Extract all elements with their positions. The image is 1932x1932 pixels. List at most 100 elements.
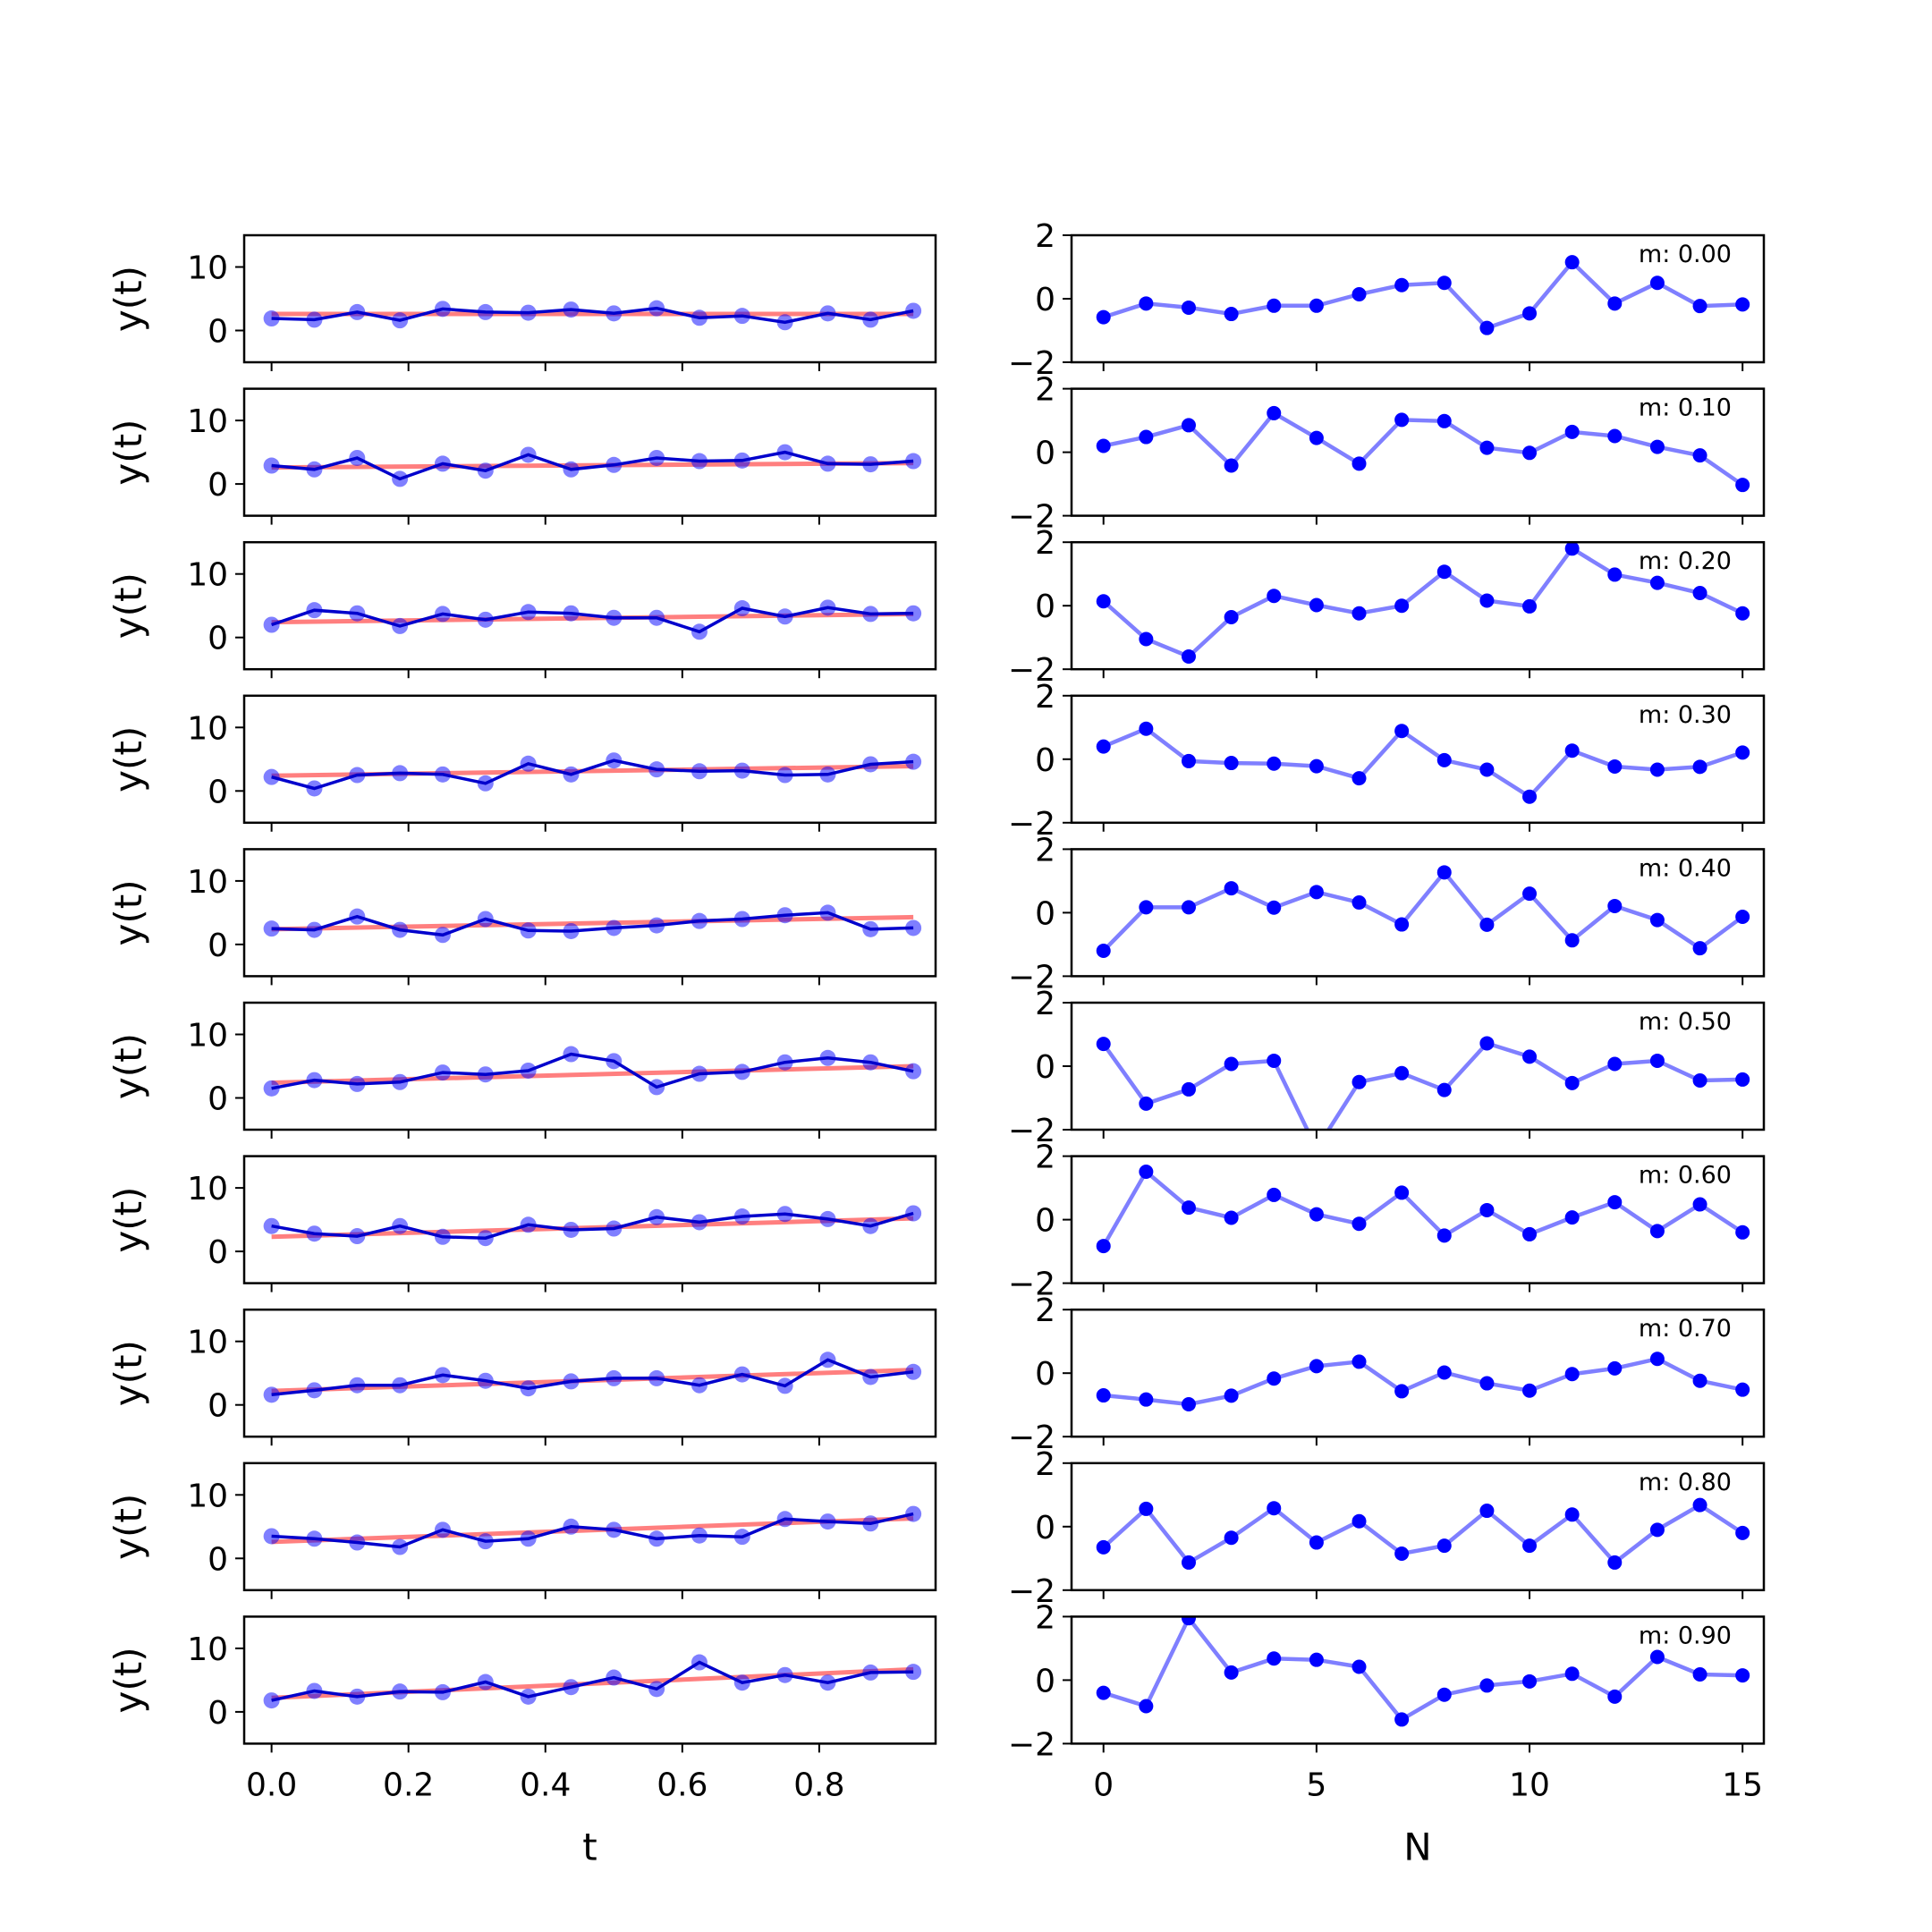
y-tick-label: 10: [187, 403, 228, 440]
m-annotation: m: 0.40: [1639, 854, 1732, 882]
residual-point: [1692, 1072, 1707, 1088]
residual-point: [1564, 424, 1580, 439]
fit-line: [271, 1216, 914, 1240]
axes-frame: [242, 848, 937, 978]
y-tick-label: 2: [1035, 1446, 1055, 1483]
y-tick-label: 0: [208, 1388, 228, 1425]
y-tick-label: 0: [1035, 282, 1055, 318]
data-line: [271, 1660, 914, 1702]
residual-point: [1607, 428, 1623, 444]
y-tick-label: 0: [1035, 1663, 1055, 1699]
axes-frame: [242, 1615, 937, 1745]
residual-point: [1735, 1224, 1750, 1240]
y-tick-label: 10: [187, 557, 228, 594]
residual-point: [1309, 298, 1324, 313]
y-tick-label: −2: [1008, 959, 1055, 996]
m-annotation: m: 0.80: [1639, 1469, 1732, 1496]
data-line: [271, 758, 914, 791]
right-panel-1: −2 0 2 m: 0.00: [1008, 218, 1766, 382]
residual-point: [1649, 1352, 1665, 1367]
residual-point: [1735, 1668, 1750, 1683]
residual-point: [1181, 900, 1196, 915]
axes-frame: [1070, 694, 1766, 825]
residual-point: [1267, 1501, 1282, 1516]
y-tick-label: −2: [1008, 345, 1055, 382]
left-panel-6: 0 10 y(t): [106, 1001, 937, 1139]
y-tick-label: 2: [1035, 986, 1055, 1022]
residual-point: [1522, 1226, 1538, 1241]
y-tick-label: −2: [1008, 1726, 1055, 1763]
residual-point: [1735, 910, 1750, 925]
residual-point: [1649, 912, 1665, 928]
residual-point: [1735, 1072, 1750, 1087]
residual-point: [1181, 1616, 1196, 1626]
y-tick-label: 10: [187, 1171, 228, 1208]
axes-frame: [1070, 233, 1766, 364]
right-panel-6: −2 0 2 m: 0.50: [1008, 986, 1766, 1156]
residual-point: [1267, 405, 1282, 420]
residual-point: [1479, 1678, 1495, 1693]
residual-point: [1607, 758, 1623, 774]
residual-point: [1267, 756, 1282, 771]
plot-area: [263, 300, 922, 331]
right-panel-4: −2 0 2 m: 0.30: [1008, 679, 1766, 843]
axes-frame: [242, 233, 937, 364]
plot-area: [1096, 1164, 1750, 1254]
plot-area: [1096, 865, 1750, 958]
residual-point: [1394, 917, 1410, 932]
y-tick-label: 2: [1035, 1140, 1055, 1176]
residual-point: [1649, 762, 1665, 777]
plot-area: [1096, 542, 1750, 664]
y-tick-label: 2: [1035, 1292, 1055, 1329]
left-panel-4: 0 10 y(t): [106, 694, 937, 832]
axes-frame: [242, 694, 937, 825]
right-panel-10: −2 0 2 0 5 10 15 m: 0.90 N: [1008, 1599, 1766, 1868]
residual-line: [1103, 258, 1743, 331]
plot-area: [263, 1654, 922, 1709]
residual-point: [1479, 1376, 1495, 1391]
y-axis-label: y(t): [106, 1033, 150, 1099]
axes-frame: [1070, 1462, 1766, 1592]
residual-point: [1564, 542, 1580, 556]
residual-point: [1522, 598, 1538, 614]
residual-point: [1309, 1141, 1324, 1156]
m-annotation: m: 0.00: [1639, 241, 1732, 268]
y-tick-label: 2: [1035, 832, 1055, 869]
y-tick-label: 10: [187, 250, 228, 287]
right-panel-3: −2 0 2 m: 0.20: [1008, 525, 1766, 689]
residual-point: [1607, 1555, 1623, 1570]
residual-point: [1692, 1197, 1707, 1212]
residual-point: [1267, 589, 1282, 604]
y-tick-label: 0: [1035, 742, 1055, 779]
data-point: [905, 302, 922, 319]
data-point: [905, 919, 922, 936]
residual-point: [1096, 1388, 1111, 1403]
residual-line: [1102, 869, 1744, 953]
x-tick-label: 0.2: [383, 1767, 434, 1803]
y-tick-label: 2: [1035, 525, 1055, 562]
residual-point: [1267, 1651, 1282, 1666]
y-tick-label: 0: [208, 314, 228, 351]
residual-point: [1692, 1373, 1707, 1388]
fit-line: [271, 1063, 914, 1085]
residual-point: [1522, 1538, 1538, 1554]
residual-point: [1436, 564, 1452, 580]
x-tick-label: 5: [1306, 1767, 1326, 1803]
data-point: [905, 453, 922, 470]
right-panel-9: −2 0 2 m: 0.80: [1008, 1446, 1766, 1610]
y-tick-label: 10: [187, 1631, 228, 1668]
residual-point: [1522, 886, 1538, 902]
residual-point: [1139, 631, 1154, 647]
residual-point: [1309, 758, 1324, 774]
residual-point: [1224, 1210, 1239, 1225]
residual-point: [1139, 900, 1154, 915]
x-axis-label: N: [1403, 1825, 1431, 1868]
residual-point: [1436, 752, 1452, 767]
y-tick-label: 2: [1035, 218, 1055, 255]
residual-line: [1102, 1503, 1744, 1565]
plot-area: [1096, 1352, 1750, 1411]
residual-point: [1649, 1522, 1665, 1538]
residual-point: [1436, 1687, 1452, 1702]
y-tick-label: 0: [208, 1234, 228, 1271]
